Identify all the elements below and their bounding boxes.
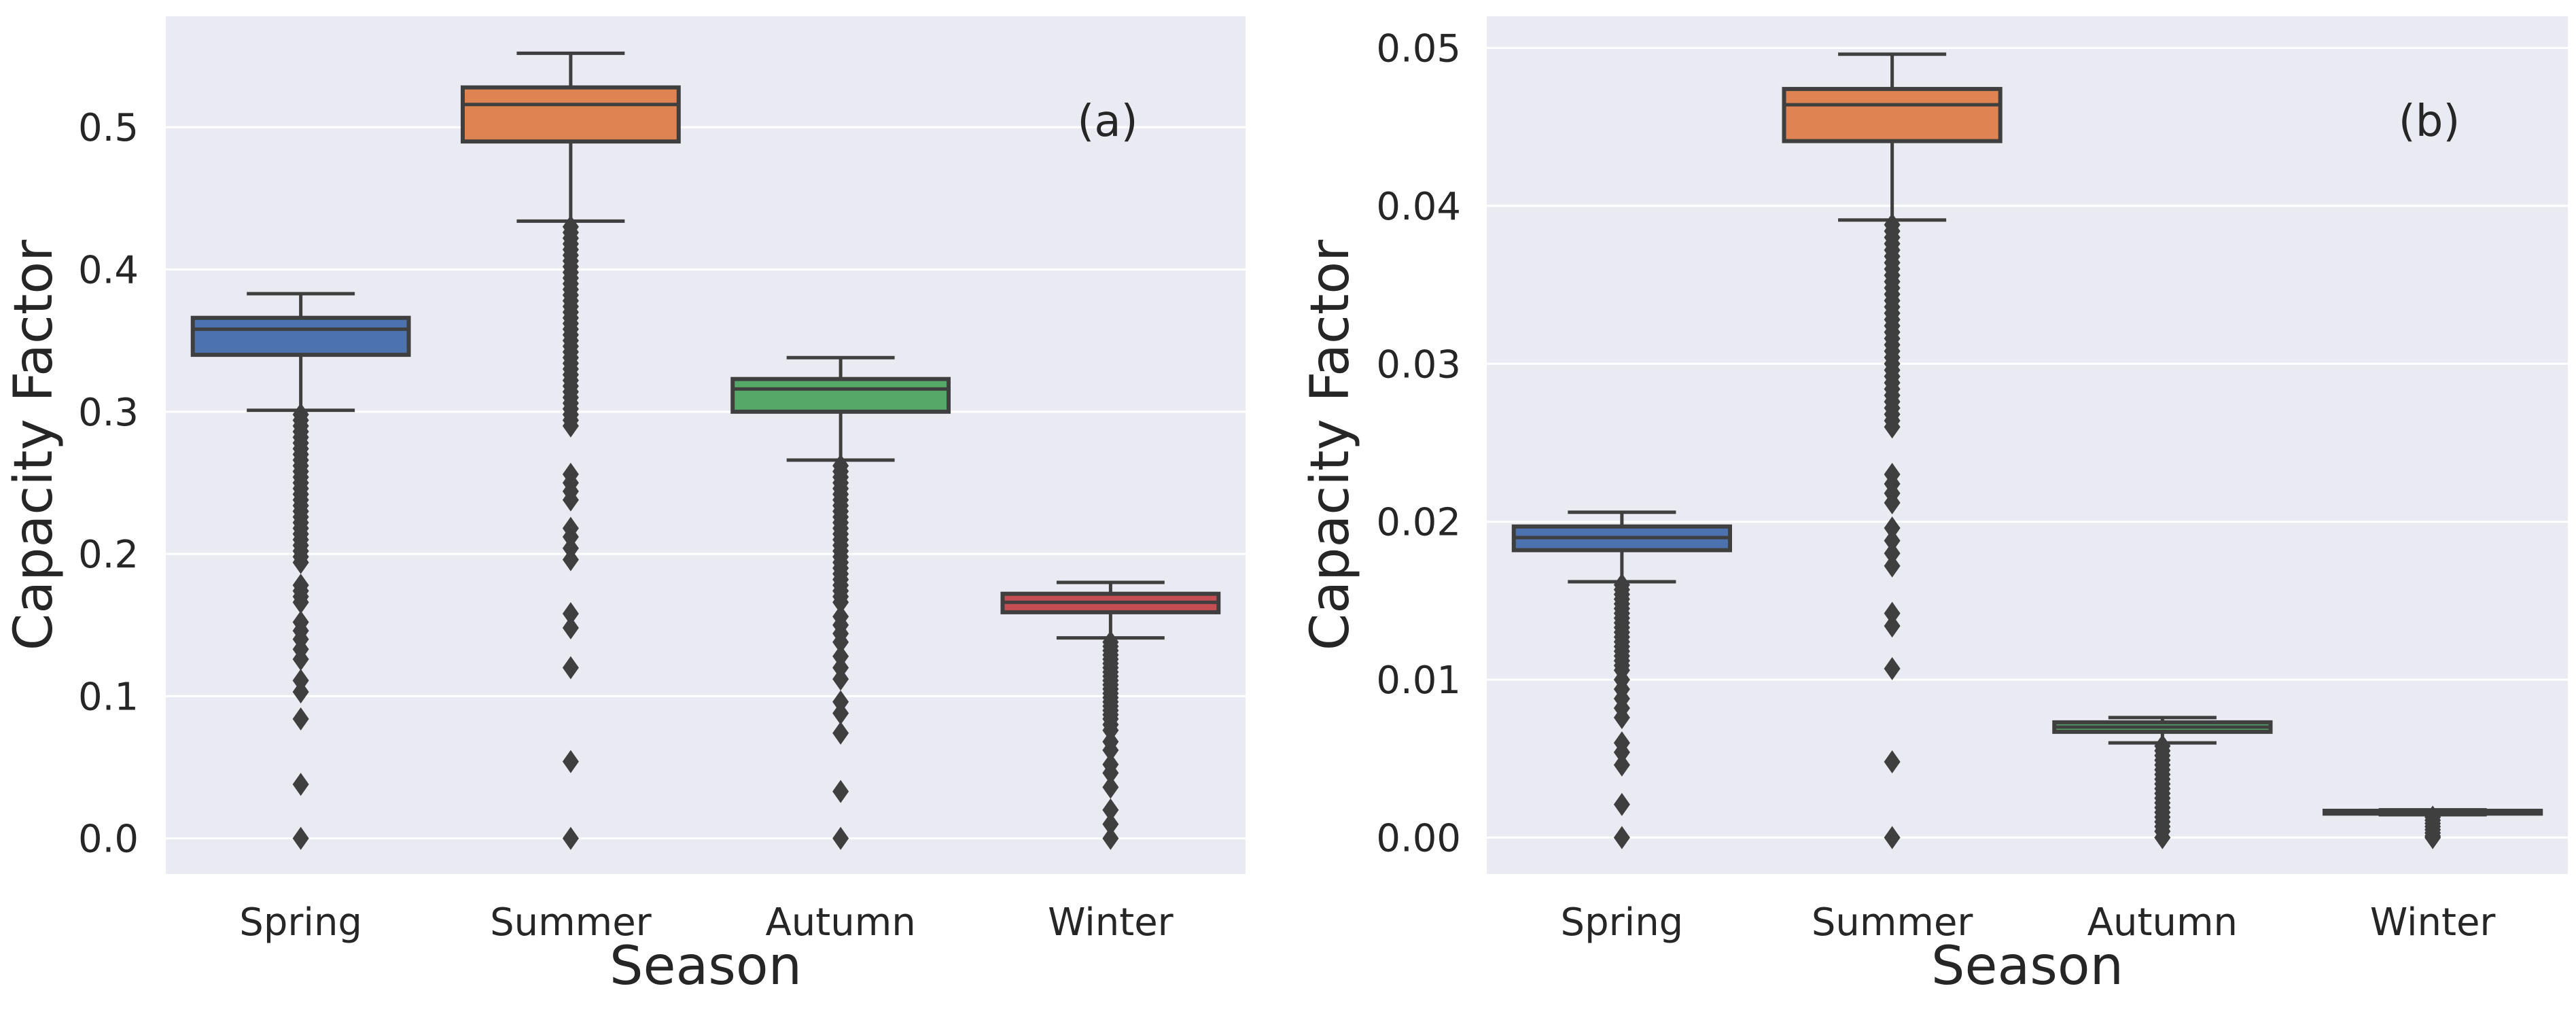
y-axis-label: Capacity Factor xyxy=(3,239,65,650)
box-autumn xyxy=(2052,716,2273,849)
plot-area xyxy=(1487,16,2568,874)
outlier-point xyxy=(1613,753,1630,777)
x-axis-label: Season xyxy=(1931,936,2123,997)
y-tick-label: 0.02 xyxy=(1376,501,1461,545)
x-tick-label: Winter xyxy=(1048,900,1174,945)
outlier-point xyxy=(1884,554,1901,578)
x-tick-label: Autumn xyxy=(765,900,915,945)
outlier-point xyxy=(832,591,849,614)
x-tick-label: Spring xyxy=(239,900,362,945)
outlier-point xyxy=(832,630,849,654)
outlier-point xyxy=(832,779,849,803)
x-tick-label: Summer xyxy=(1812,900,1974,945)
outlier-point xyxy=(1884,516,1901,540)
box-body xyxy=(460,85,681,144)
x-tick-label: Summer xyxy=(490,900,652,945)
y-tick-label: 0.2 xyxy=(78,533,139,577)
outlier-point xyxy=(832,721,849,745)
box-winter xyxy=(2323,805,2543,849)
chart-panel-a: 0.0 0.1 0.2 0.3 0.4 0.5 Spring Summer Autumn Wint… xyxy=(3,16,1246,997)
outlier-point xyxy=(2154,826,2171,849)
outlier-point xyxy=(832,701,849,725)
outlier-point xyxy=(1884,614,1901,638)
outlier-point xyxy=(1102,812,1119,836)
y-tick-label: 0.5 xyxy=(78,106,139,150)
outlier-point xyxy=(2424,826,2441,849)
outlier-point xyxy=(1884,491,1901,514)
outlier-point xyxy=(1884,601,1901,625)
panel-label: (a) xyxy=(1077,97,1137,147)
box-body xyxy=(730,376,951,414)
outlier-point xyxy=(562,750,579,773)
outlier-point xyxy=(562,548,579,572)
outlier-point xyxy=(1884,415,1901,439)
outlier-point xyxy=(1884,542,1901,565)
outlier-point xyxy=(562,414,579,438)
outlier-point xyxy=(292,826,309,850)
box-autumn xyxy=(730,355,951,850)
plot-area xyxy=(166,16,1246,874)
outlier-point xyxy=(292,550,309,574)
outlier-point xyxy=(1884,656,1901,680)
box-winter xyxy=(1000,580,1221,850)
y-tick-label: 0.4 xyxy=(78,249,139,293)
outlier-point xyxy=(832,826,849,850)
outlier-point xyxy=(1884,750,1901,773)
outlier-point xyxy=(562,602,579,626)
outlier-point xyxy=(1613,741,1630,765)
outlier-point xyxy=(1102,798,1119,822)
box-body xyxy=(1782,86,2002,143)
box-spring xyxy=(1511,510,1732,849)
y-tick-label: 0.1 xyxy=(78,675,139,719)
outlier-point xyxy=(1613,826,1630,849)
outlier-point xyxy=(562,656,579,680)
outlier-point xyxy=(1102,775,1119,799)
box-summer xyxy=(1782,52,2002,849)
outlier-point xyxy=(1613,792,1630,816)
chart-panel-b: 0.00 0.01 0.02 0.03 0.04 0.05 Spring Summer Autu… xyxy=(1300,16,2568,997)
outlier-point xyxy=(1102,761,1119,785)
y-tick-label: 0.03 xyxy=(1376,343,1461,387)
outlier-point xyxy=(1102,826,1119,850)
y-tick-label: 0.00 xyxy=(1376,817,1461,861)
outlier-point xyxy=(292,680,309,704)
outlier-point xyxy=(1102,738,1119,762)
y-tick-label: 0.05 xyxy=(1376,27,1461,71)
outlier-point xyxy=(292,707,309,731)
outlier-point xyxy=(292,773,309,796)
outlier-point xyxy=(1613,705,1630,729)
x-tick-label: Spring xyxy=(1561,900,1684,945)
outlier-point xyxy=(1884,826,1901,849)
box-summer xyxy=(460,51,681,850)
x-tick-label: Autumn xyxy=(2087,900,2238,945)
y-tick-label: 0.3 xyxy=(78,391,139,435)
y-tick-label: 0.01 xyxy=(1376,659,1461,703)
outlier-point xyxy=(1884,529,1901,553)
x-axis-label: Season xyxy=(610,936,802,997)
outlier-point xyxy=(562,488,579,512)
box-spring xyxy=(190,292,411,850)
outlier-point xyxy=(562,826,579,850)
box-body xyxy=(190,315,411,357)
panel-label: (b) xyxy=(2399,97,2460,147)
outlier-point xyxy=(292,591,309,614)
outlier-point xyxy=(832,667,849,691)
outlier-point xyxy=(292,647,309,671)
outlier-point xyxy=(562,616,579,640)
y-axis-label: Capacity Factor xyxy=(1300,239,1361,650)
y-tick-label: 0.0 xyxy=(78,818,139,862)
x-tick-label: Winter xyxy=(2370,900,2496,945)
y-tick-label: 0.04 xyxy=(1376,185,1461,229)
